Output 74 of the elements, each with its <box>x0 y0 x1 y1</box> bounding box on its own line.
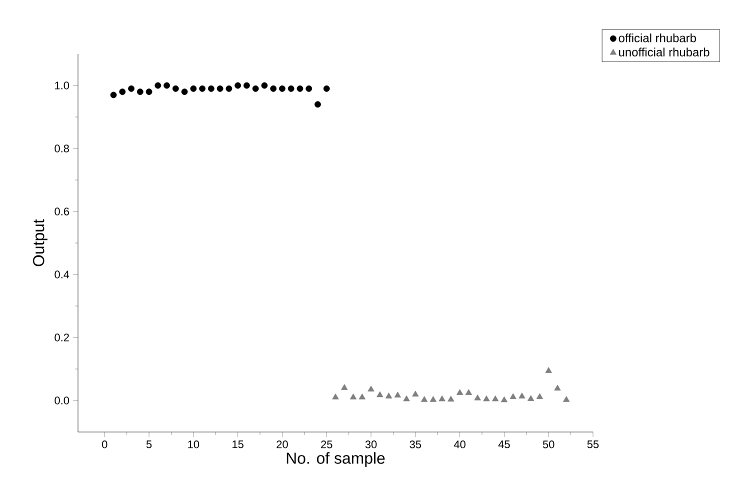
point <box>500 396 508 402</box>
point <box>154 82 162 89</box>
y-tick-label: 0.2 <box>54 334 69 342</box>
x-tick-label: 0 <box>102 440 108 448</box>
point <box>172 85 179 92</box>
point <box>341 384 348 390</box>
point <box>448 396 454 402</box>
point <box>234 82 242 89</box>
point <box>244 82 250 89</box>
y-tick-label: 1.0 <box>55 82 70 90</box>
point <box>190 85 197 92</box>
point <box>136 88 144 95</box>
point <box>252 85 259 92</box>
x-tick-label: 10 <box>188 440 200 448</box>
point <box>368 386 374 392</box>
point <box>208 85 214 92</box>
x-tick-label: 30 <box>365 440 377 448</box>
point <box>306 85 312 92</box>
y-tick-label: 0.4 <box>54 270 70 278</box>
point <box>518 392 526 398</box>
point <box>358 394 366 400</box>
y-tick-label: 0.0 <box>54 396 70 404</box>
point <box>430 396 436 402</box>
point <box>261 82 268 89</box>
point <box>350 394 357 400</box>
point <box>146 88 152 95</box>
point <box>465 389 472 395</box>
point <box>483 395 490 402</box>
point <box>403 395 410 402</box>
point <box>323 85 330 92</box>
point <box>536 393 544 400</box>
point <box>110 92 117 98</box>
x-tick-label: 35 <box>410 440 422 448</box>
point <box>296 85 304 92</box>
point <box>279 85 286 92</box>
point <box>119 88 126 95</box>
point <box>128 85 134 92</box>
x-tick-label: 55 <box>587 440 599 448</box>
x-tick-label: 50 <box>542 440 554 448</box>
point <box>270 85 277 92</box>
point <box>181 88 188 95</box>
point <box>288 85 294 92</box>
point <box>545 367 552 373</box>
point <box>420 396 428 402</box>
point <box>199 85 206 92</box>
point <box>412 390 419 397</box>
x-tick-label: 5 <box>146 440 152 448</box>
point <box>376 391 384 398</box>
point <box>164 82 170 89</box>
point <box>332 394 339 400</box>
point <box>226 85 232 92</box>
x-tick-label: 15 <box>232 440 244 448</box>
point <box>492 395 499 402</box>
point <box>385 392 392 398</box>
point <box>554 384 561 391</box>
y-tick-label: 0.6 <box>54 208 69 216</box>
point <box>394 392 401 398</box>
point <box>216 85 224 92</box>
point <box>314 101 321 108</box>
point <box>474 394 481 400</box>
point <box>438 395 446 402</box>
x-tick-label: 20 <box>276 440 288 448</box>
x-tick-label: 40 <box>454 440 466 448</box>
x-tick-label: 25 <box>321 440 332 448</box>
x-axis-title: No. of sample <box>286 452 385 467</box>
y-tick-label: 0.8 <box>54 144 69 152</box>
y-axis-title: Output <box>32 219 48 266</box>
point <box>563 396 570 402</box>
point <box>456 389 464 395</box>
point <box>510 393 516 400</box>
point <box>528 395 534 401</box>
legend-label: official rhubarb <box>618 34 696 42</box>
legend-label: unofficial rhubarb <box>619 48 710 56</box>
x-tick-label: 45 <box>498 440 510 448</box>
